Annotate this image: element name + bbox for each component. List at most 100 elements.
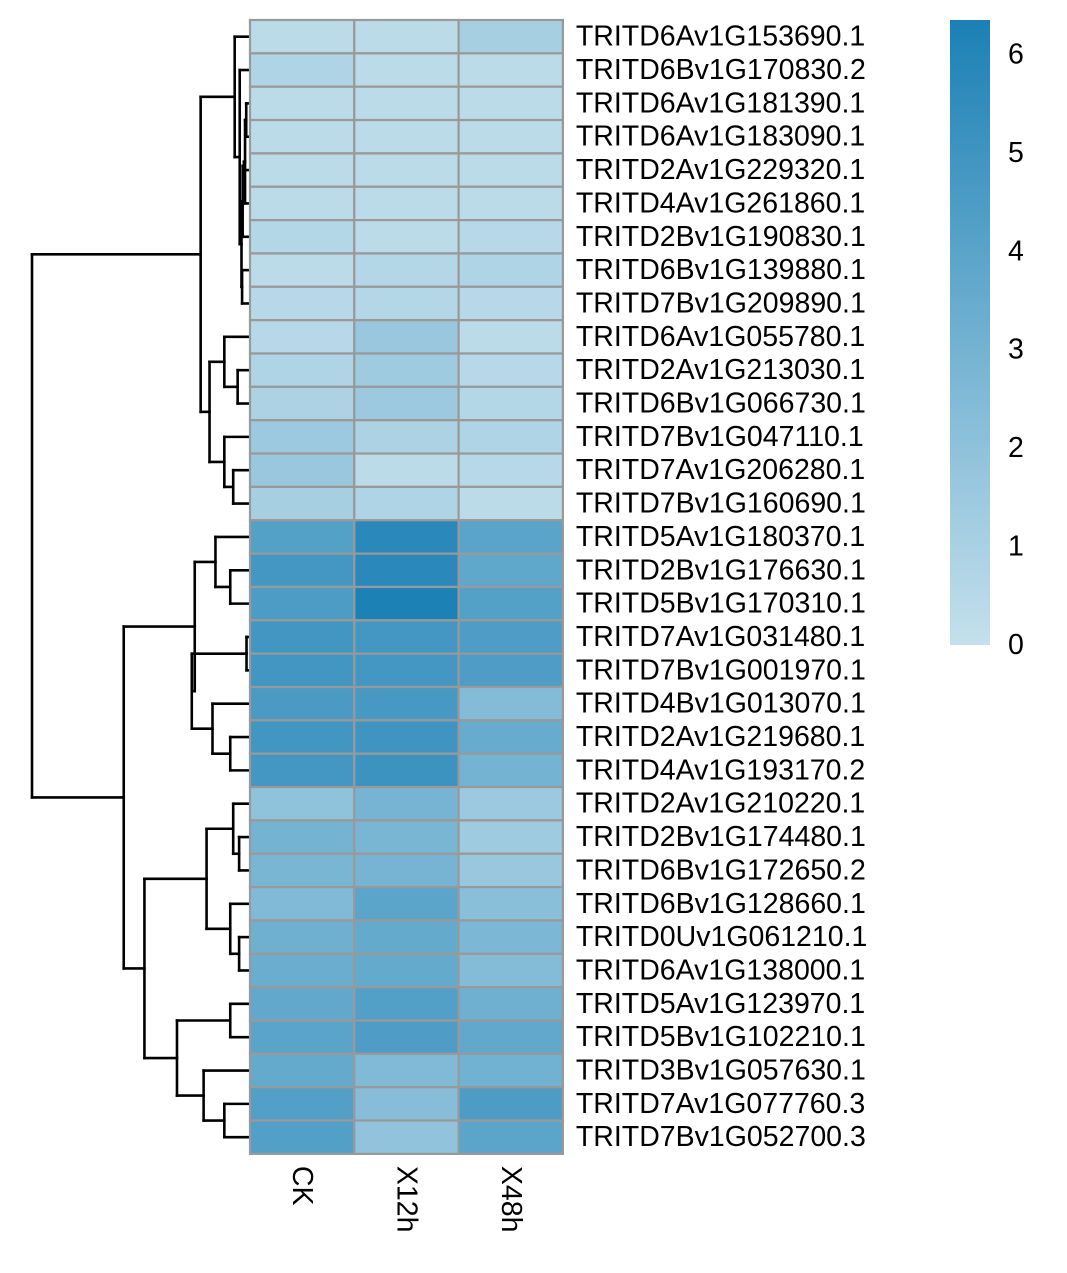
heatmap-cell (457, 752, 565, 789)
heatmap-cell (353, 952, 460, 989)
heatmap-cell (353, 319, 460, 355)
heatmap-cell (248, 252, 356, 288)
heatmap-cell (353, 1052, 460, 1089)
heatmap-cell (353, 652, 460, 689)
color-legend: 0 1 2 3 4 5 6 (950, 20, 1024, 661)
row-label: TRITD6Bv1G066730.1 (576, 388, 866, 420)
heatmap-cell (457, 519, 565, 555)
heatmap-cell (457, 952, 565, 989)
heatmap-cell (353, 685, 460, 722)
heatmap-cell (248, 118, 356, 155)
row-label: TRITD4Av1G261860.1 (576, 187, 865, 219)
row-label: TRITD3Bv1G057630.1 (576, 1055, 866, 1087)
row-label: TRITD7Bv1G209890.1 (576, 287, 866, 319)
heatmap-cell (457, 1119, 565, 1156)
legend-tick-label: 0 (1008, 629, 1024, 661)
heatmap-cell (248, 1052, 356, 1089)
legend-tick-label: 1 (1008, 531, 1024, 563)
row-label: TRITD2Av1G229320.1 (576, 154, 865, 186)
row-label: TRITD6Bv1G172650.2 (576, 854, 866, 886)
heatmap-cell (353, 1119, 460, 1156)
heatmap-cell (248, 152, 356, 188)
heatmap-cell (353, 219, 460, 255)
row-label: TRITD7Av1G031480.1 (576, 621, 865, 653)
heatmap-cell (248, 986, 356, 1022)
heatmap-cell (457, 685, 565, 722)
row-label: TRITD7Bv1G047110.1 (576, 421, 864, 453)
heatmap-cell (248, 752, 356, 789)
heatmap-cell (457, 619, 565, 655)
heatmap-cell (353, 1019, 460, 1055)
row-label: TRITD6Bv1G139880.1 (576, 254, 866, 286)
row-label: TRITD6Av1G153690.1 (576, 21, 865, 53)
heatmap-cell (248, 585, 356, 622)
heatmap-cell (248, 852, 356, 889)
row-dendrogram (30, 35, 250, 1139)
row-label: TRITD7Av1G077760.3 (576, 1088, 865, 1120)
column-label: X12h (390, 1166, 422, 1233)
row-label: TRITD4Av1G193170.2 (576, 754, 865, 786)
heatmap-cell (248, 419, 356, 455)
legend-tick-label: 6 (1008, 38, 1024, 70)
heatmap-cell (248, 385, 356, 422)
heatmap-cell (457, 1052, 565, 1089)
heatmap-cell (248, 285, 356, 322)
heatmap-cell (353, 385, 460, 422)
row-label: TRITD5Av1G123970.1 (576, 988, 865, 1020)
row-label: TRITD6Av1G183090.1 (576, 121, 865, 153)
legend-tick-label: 5 (1008, 137, 1024, 169)
heatmap-cell (248, 919, 356, 955)
heatmap-cell (248, 1119, 356, 1156)
legend-color-bar (950, 20, 990, 645)
row-label: TRITD5Av1G180370.1 (576, 521, 865, 553)
heatmap-cell (353, 18, 460, 55)
row-label: TRITD6Bv1G170830.2 (576, 54, 866, 86)
heatmap-cell (353, 519, 460, 555)
heatmap-cell (457, 52, 565, 88)
heatmap-cell (457, 986, 565, 1022)
heatmap-cell (457, 552, 565, 589)
heatmap-cell (248, 552, 356, 589)
heatmap-cell (248, 485, 356, 522)
heatmap-cell (457, 219, 565, 255)
heatmap-cell (457, 185, 565, 222)
heatmap-cell (248, 352, 356, 388)
heatmap-cell (353, 185, 460, 222)
heatmap-cell (248, 619, 356, 655)
heatmap-cell (457, 819, 565, 855)
row-label: TRITD0Uv1G061210.1 (576, 921, 867, 953)
heatmap-cell (457, 652, 565, 689)
row-label: TRITD5Bv1G170310.1 (576, 588, 866, 620)
row-label: TRITD2Av1G219680.1 (576, 721, 865, 753)
heatmap-cell (248, 719, 356, 755)
heatmap-cell (457, 885, 565, 922)
heatmap-cell (248, 1086, 356, 1122)
row-label: TRITD7Bv1G001970.1 (576, 654, 866, 686)
heatmap-cell (353, 1086, 460, 1122)
legend-tick-label: 2 (1008, 432, 1024, 464)
heatmap-cell (248, 452, 356, 488)
heatmap-cell (457, 18, 565, 55)
heatmap-cell (457, 919, 565, 955)
heatmap-cell (353, 252, 460, 288)
heatmap-cell (353, 619, 460, 655)
heatmap-cell (353, 152, 460, 188)
heatmap-cell (248, 18, 356, 55)
heatmap-cell (353, 452, 460, 488)
heatmap-cell (353, 552, 460, 589)
row-label: TRITD7Bv1G160690.1 (576, 488, 866, 520)
heatmap-cell (248, 219, 356, 255)
legend-tick-label: 3 (1008, 334, 1024, 366)
heatmap-cell (248, 652, 356, 689)
row-label: TRITD2Av1G210220.1 (576, 788, 865, 820)
heatmap-cell (248, 785, 356, 822)
heatmap-cell (457, 719, 565, 755)
row-label: TRITD6Av1G181390.1 (576, 87, 865, 119)
heatmap-cell (457, 419, 565, 455)
heatmap-cell (457, 852, 565, 889)
heatmap-cell (457, 1086, 565, 1122)
row-label: TRITD2Bv1G174480.1 (576, 821, 866, 853)
heatmap-cell (457, 252, 565, 288)
heatmap-cell (457, 785, 565, 822)
